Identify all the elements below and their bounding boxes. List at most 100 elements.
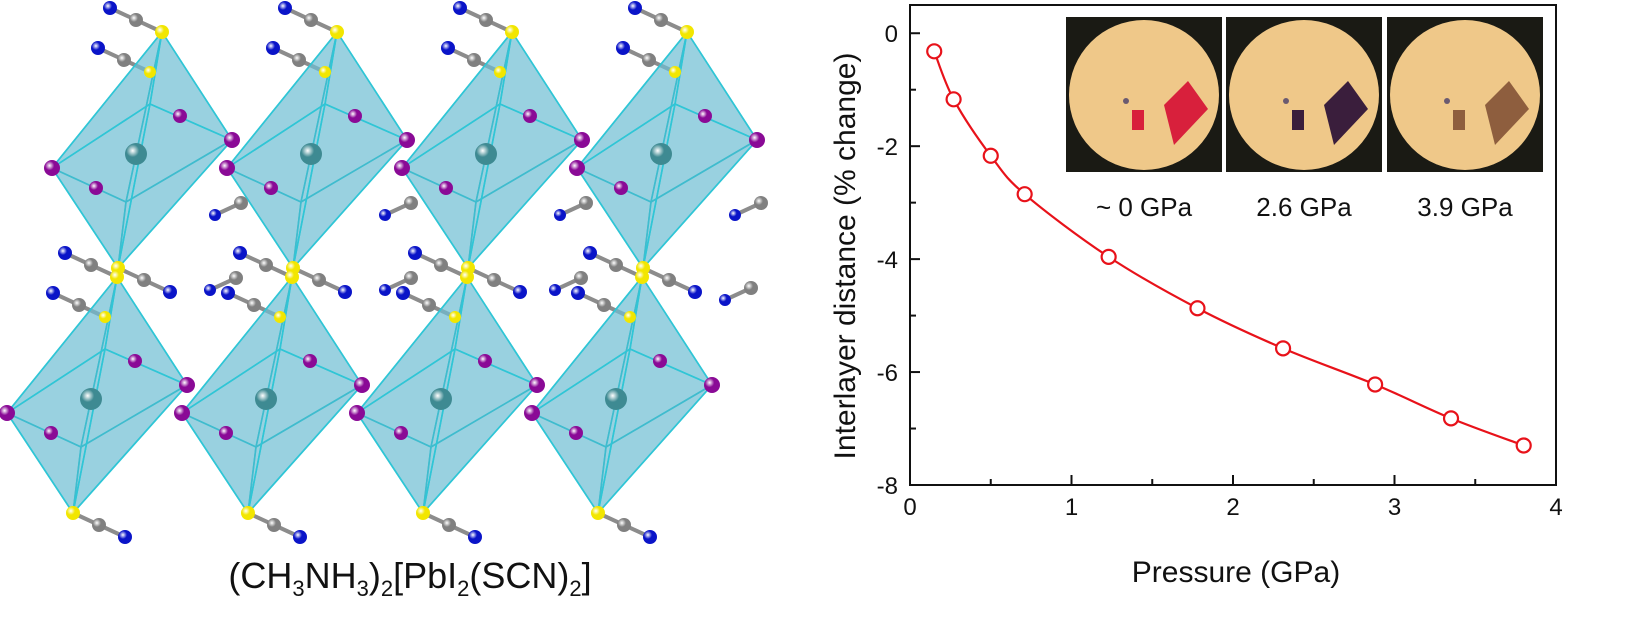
carbon-atom (642, 53, 656, 67)
octahedra-layer (4, 29, 760, 516)
y-tick-label: -2 (877, 134, 898, 161)
pressure-chart-panel: 0 1 2 3 4 0 -2 -4 -6 -8 ~ 0 GPa 2.6 GPa 3.9 GPa Pre… (820, 0, 1640, 619)
carbon-atom (92, 518, 106, 532)
sulfur-atom (285, 270, 299, 284)
x-axis-title: Pressure (GPa) (1132, 556, 1340, 589)
sulfur-atom (110, 270, 124, 284)
carbon-atom (754, 196, 768, 210)
nitrogen-atom (396, 286, 410, 300)
data-point (1274, 340, 1292, 357)
nitrogen-atom (233, 246, 247, 260)
micrograph-label: ~ 0 GPa (1096, 192, 1193, 222)
nitrogen-atom (729, 209, 741, 221)
iodine-atom (128, 354, 142, 368)
lead-atom (605, 388, 627, 410)
nitrogen-atom (163, 285, 177, 299)
iodine-atom (569, 160, 585, 176)
carbon-atom (267, 518, 281, 532)
carbon-atom (609, 258, 623, 272)
nitrogen-atom (118, 530, 132, 544)
iodine-atom (478, 354, 492, 368)
crystal-structure-panel: (CH3NH3)2[PbI2(SCN)2] (0, 0, 820, 619)
iodine-atom (749, 132, 765, 148)
iodine-atom (219, 426, 233, 440)
y-tick-label: 0 (885, 21, 898, 48)
octahedron-face (246, 347, 364, 516)
nitrogen-atom (719, 294, 731, 306)
octahedron-face (421, 347, 539, 516)
x-tick-label: 1 (1065, 494, 1078, 521)
lead-atom (475, 143, 497, 165)
iodine-atom (439, 181, 453, 195)
small-crystal (1453, 110, 1465, 130)
x-tick-label: 2 (1226, 494, 1239, 521)
particle (1123, 98, 1129, 104)
y-tick-label: -4 (877, 247, 898, 274)
carbon-atom (574, 271, 588, 285)
data-point (1367, 376, 1384, 393)
sulfur-atom (99, 311, 111, 323)
data-point (982, 147, 999, 164)
carbon-atom (259, 258, 273, 272)
data-point (1515, 437, 1532, 454)
data-series (926, 43, 1532, 454)
sulfur-atom (155, 25, 169, 39)
iodine-atom (354, 377, 370, 393)
chemical-formula: (CH3NH3)2[PbI2(SCN)2] (228, 555, 592, 601)
iodine-atom (394, 426, 408, 440)
y-axis-title: Interlayer distance (% change) (829, 53, 862, 460)
iodine-atom (348, 109, 362, 123)
sulfur-atom (416, 506, 430, 520)
nitrogen-atom (468, 530, 482, 544)
nitrogen-atom (554, 209, 566, 221)
nitrogen-atom (628, 1, 642, 15)
lead-atom (650, 143, 672, 165)
nitrogen-atom (204, 284, 216, 296)
micrograph-2 (1387, 17, 1543, 172)
sulfur-atom (635, 270, 649, 284)
nitrogen-atom (209, 209, 221, 221)
carbon-atom (304, 13, 318, 27)
carbon-atom (487, 273, 501, 287)
carbon-atom (597, 298, 611, 312)
carbon-atom (404, 196, 418, 210)
iodine-atom (704, 377, 720, 393)
nitrogen-atom (408, 246, 422, 260)
iodine-atom (698, 109, 712, 123)
sulfur-atom (624, 311, 636, 323)
iodine-atom (224, 132, 240, 148)
micrograph-1 (1226, 17, 1382, 172)
sulfur-atom (449, 311, 461, 323)
nitrogen-atom (278, 1, 292, 15)
carbon-atom (84, 258, 98, 272)
nitrogen-atom (441, 41, 455, 55)
iodine-atom (44, 160, 60, 176)
octahedron-face (596, 347, 714, 516)
carbon-atom (579, 196, 593, 210)
nitrogen-atom (293, 530, 307, 544)
nitrogen-atom (453, 1, 467, 15)
carbon-atom (744, 281, 758, 295)
particle (1283, 98, 1289, 104)
iodine-atom (569, 426, 583, 440)
carbon-atom (292, 53, 306, 67)
y-tick-label: -6 (877, 360, 898, 387)
iodine-atom (89, 181, 103, 195)
micrograph-label: 3.9 GPa (1417, 192, 1513, 222)
octahedron-face (466, 102, 584, 271)
sulfur-atom (319, 66, 331, 78)
data-point (926, 43, 943, 60)
carbon-atom (422, 298, 436, 312)
iodine-atom (523, 109, 537, 123)
nitrogen-atom (688, 285, 702, 299)
lead-atom (80, 388, 102, 410)
carbon-atom (662, 273, 676, 287)
atom-layer (0, 1, 768, 544)
data-point (1100, 248, 1117, 265)
sulfur-atom (680, 25, 694, 39)
carbon-atom (247, 298, 261, 312)
sulfur-atom (494, 66, 506, 78)
nitrogen-atom (643, 530, 657, 544)
nitrogen-atom (58, 246, 72, 260)
series-line (933, 50, 1525, 447)
